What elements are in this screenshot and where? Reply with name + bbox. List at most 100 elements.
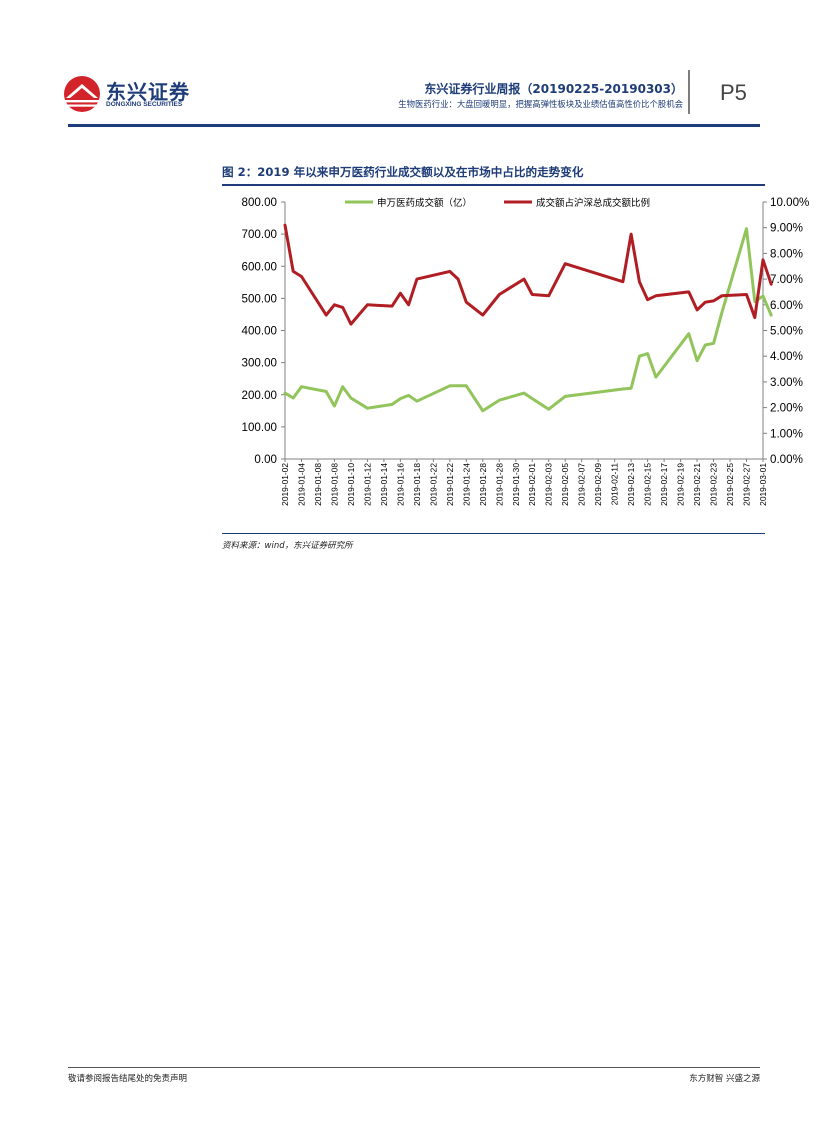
chart: 0.00 100.00 200.00 300.00 400.00 500.00 600.00… <box>242 196 810 506</box>
share-point <box>704 301 706 303</box>
header-divider <box>688 70 690 114</box>
turnover-point <box>284 392 286 394</box>
logo-text-cn: 东兴证券 <box>106 80 190 104</box>
right-y-tick-label: 4.00% <box>770 350 803 363</box>
left-y-tick-label: 100.00 <box>242 421 277 434</box>
share-point <box>713 300 715 302</box>
right-y-tick-label: 5.00% <box>770 325 803 338</box>
share-point <box>564 263 566 265</box>
page-header: 东兴证券 DONGXING SECURITIES 东兴证券行业周报（201902… <box>0 0 827 130</box>
turnover-point <box>655 376 657 378</box>
turnover-point <box>704 344 706 346</box>
share-point <box>688 291 690 293</box>
footer-disclaimer: 敬请参阅报告结尾处的免责声明 <box>68 1074 188 1084</box>
right-y-tick-label: 2.00% <box>770 402 803 415</box>
report-title: 东兴证券行业周报（20190225-20190303） <box>424 82 683 96</box>
right-y-tick-label: 0.00% <box>770 453 803 466</box>
x-tick-label: 2019-02-27 <box>742 463 752 506</box>
x-tick-label: 2019-02-21 <box>692 463 702 506</box>
legend: 申万医药成交额（亿） 成交额占沪深总成交额比例 <box>345 197 650 209</box>
turnover-point <box>416 400 418 402</box>
turnover-point <box>408 394 410 396</box>
x-tick-label: 2019-02-05 <box>560 463 570 506</box>
share-point <box>465 301 467 303</box>
turnover-point <box>762 295 764 297</box>
legend-label-green: 申万医药成交额（亿） <box>377 197 472 209</box>
turnover-point <box>564 395 566 397</box>
turnover-point <box>754 301 756 303</box>
footer-slogan: 东方财智 兴盛之源 <box>689 1074 760 1084</box>
series-lines <box>283 223 773 413</box>
turnover-point <box>498 399 500 401</box>
share-point <box>416 278 418 280</box>
share-point <box>449 270 451 272</box>
turnover-point <box>325 390 327 393</box>
x-tick-label: 2019-01-14 <box>379 463 389 506</box>
turnover-point <box>630 387 632 389</box>
share-point <box>638 281 640 283</box>
turnover-point <box>622 388 624 390</box>
share-point <box>457 278 459 280</box>
x-tick-label: 2019-01-22 <box>428 463 438 506</box>
x-tick-label: 2019-02-01 <box>527 463 537 506</box>
share-point <box>399 292 401 294</box>
turnover-point <box>770 314 772 316</box>
left-y-tick-label: 800.00 <box>242 196 277 209</box>
report-subtitle: 生物医药行业：大盘回暖明显，把握高弹性板块及业绩估值高性价比个股机会 <box>398 99 683 109</box>
share-point <box>531 293 533 296</box>
turnover-point <box>523 392 525 394</box>
turnover-point <box>292 397 294 399</box>
turnover-point <box>696 360 698 362</box>
x-tick-label: 2019-02-09 <box>593 463 603 506</box>
x-tick-label: 2019-03-01 <box>758 463 768 506</box>
x-tick-label: 2019-02-07 <box>577 463 587 506</box>
x-tick-label: 2019-01-08 <box>313 463 323 506</box>
turnover-point <box>333 405 335 407</box>
turnover-point <box>482 410 484 412</box>
share-point <box>655 295 657 297</box>
left-y-tick-label: 200.00 <box>242 389 277 402</box>
left-y-tick-label: 0.00 <box>254 453 277 466</box>
footer-rule <box>68 1067 760 1068</box>
turnover-point <box>399 398 401 400</box>
left-y-tick-label: 300.00 <box>242 357 277 370</box>
x-tick-label: 2019-02-15 <box>643 463 653 506</box>
share-point <box>325 314 327 316</box>
x-tick-label: 2019-02-13 <box>626 463 636 506</box>
x-tick-label: 2019-01-04 <box>296 463 306 506</box>
share-point <box>333 304 335 306</box>
x-tick-label: 2019-01-08 <box>329 463 339 506</box>
share-point <box>408 304 410 306</box>
turnover-point <box>300 386 303 388</box>
right-y-tick-label: 8.00% <box>770 247 803 260</box>
right-y-tick-label: 3.00% <box>770 376 803 389</box>
x-tick-label: 2019-01-24 <box>461 463 471 506</box>
share-point <box>754 317 756 319</box>
x-tick-label: 2019-02-17 <box>659 463 669 506</box>
share-point <box>342 306 344 308</box>
share-point <box>696 309 698 311</box>
share-point <box>548 295 550 297</box>
x-tick-label: 2019-01-16 <box>395 463 405 506</box>
caption-rule <box>222 184 765 186</box>
turnover-point <box>350 397 352 399</box>
turnover-point <box>745 228 748 230</box>
left-y-axis: 0.00 100.00 200.00 300.00 400.00 500.00 600.00… <box>242 196 285 466</box>
turnover-point <box>531 398 533 400</box>
share-point <box>391 305 393 307</box>
x-axis-ticks: 2019-01-02 2019-01-04 2019-01-08 2019-01-08… <box>280 459 768 506</box>
turnover-point <box>391 403 393 405</box>
right-y-tick-label: 9.00% <box>770 222 803 235</box>
x-tick-label: 2019-02-11 <box>610 463 620 506</box>
dongxing-logo-mark <box>64 76 100 112</box>
x-tick-label: 2019-01-10 <box>346 463 356 506</box>
share-point <box>630 233 632 235</box>
share-point <box>721 295 723 297</box>
turnover-point <box>449 385 451 387</box>
share-point <box>770 283 772 285</box>
share-point <box>292 270 294 272</box>
dongxing-logo: 东兴证券 DONGXING SECURITIES <box>62 74 202 114</box>
turnover-point <box>457 385 459 387</box>
share-point <box>523 278 525 280</box>
figure-caption: 图 2：2019 年以来申万医药行业成交额以及在市场中占比的走势变化 <box>222 165 584 179</box>
